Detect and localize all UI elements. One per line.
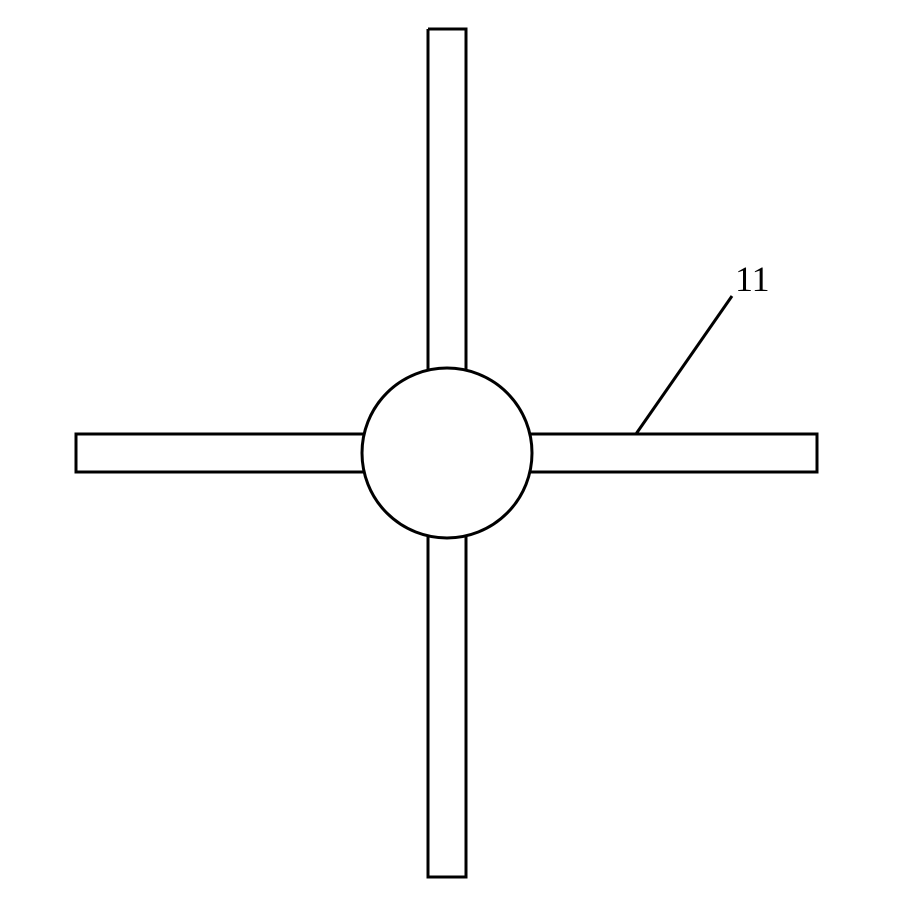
callout-label-11: 11 <box>735 258 770 300</box>
arm-right <box>527 434 817 472</box>
diagram-svg <box>0 0 922 922</box>
center-hub <box>362 368 532 538</box>
arm-top <box>428 29 466 372</box>
callout-leader <box>636 296 732 434</box>
arm-left <box>76 434 366 472</box>
arm-bottom <box>428 534 466 877</box>
